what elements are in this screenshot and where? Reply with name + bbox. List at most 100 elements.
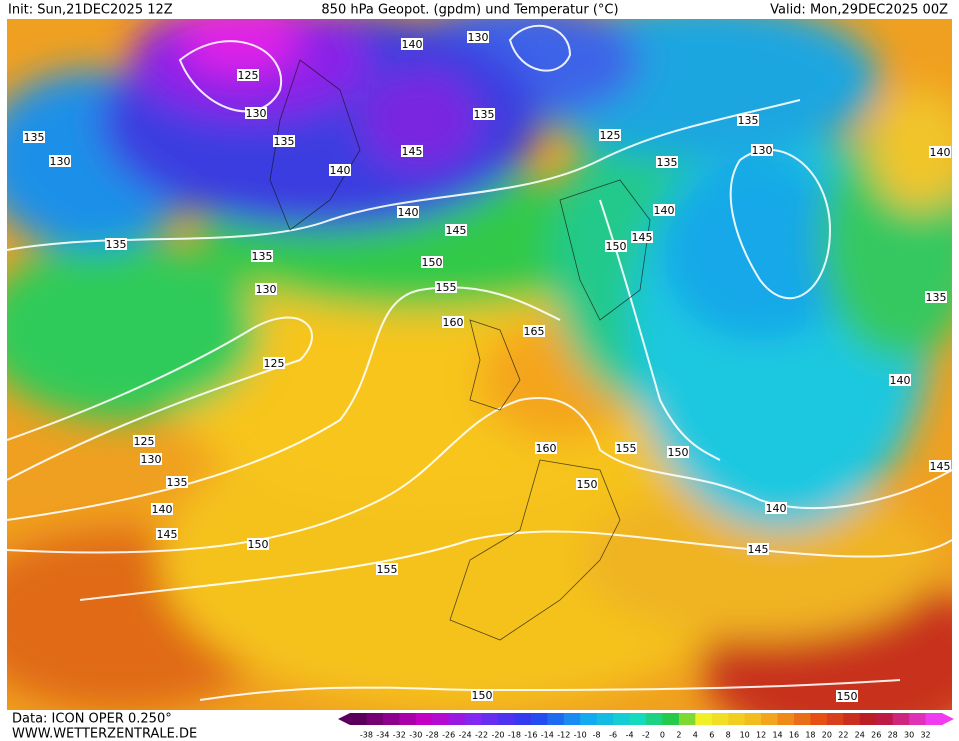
contour-label: 145 [446, 224, 467, 237]
contour-label: 155 [377, 563, 398, 576]
contour-label-box [576, 478, 598, 490]
colorbar-label: -32 [393, 731, 406, 740]
colorbar-label: 24 [855, 731, 865, 740]
contour-label-box [889, 374, 911, 386]
colorbar-swatch [843, 713, 861, 725]
colorbar-swatch [399, 713, 417, 725]
colorbar-label: 20 [822, 731, 832, 740]
contour-label: 125 [264, 357, 285, 370]
colorbar-label: 14 [772, 731, 782, 740]
contour-label: 135 [926, 291, 947, 304]
colorbar-swatch [925, 713, 943, 725]
colorbar-swatch [777, 713, 795, 725]
contour-label: 135 [24, 131, 45, 144]
contour-label-box [245, 107, 267, 119]
contour-label: 140 [402, 38, 423, 51]
contour-label-box [140, 453, 162, 465]
colorbar-label: -20 [491, 731, 504, 740]
contour-label: 150 [472, 689, 493, 702]
colorbar-label: 0 [660, 731, 665, 740]
contour-label-box [737, 114, 759, 126]
contour-label: 130 [468, 31, 489, 44]
contour-label: 150 [577, 478, 598, 491]
contour-label-box [467, 31, 489, 43]
contour-label: 145 [157, 528, 178, 541]
contour-label: 160 [536, 442, 557, 455]
colorbar-swatch [662, 713, 680, 725]
colorbar-swatch [711, 713, 729, 725]
contour-label-box [925, 291, 947, 303]
colorbar-swatch [448, 713, 466, 725]
colorbar-swatch [350, 713, 367, 725]
contour-label: 140 [766, 502, 787, 515]
colorbar-label: -8 [593, 731, 601, 740]
colorbar-label: 28 [888, 731, 898, 740]
data-source: Data: ICON OPER 0.250° [12, 712, 172, 727]
colorbar-arrow [942, 713, 954, 725]
contour-label-box [473, 108, 495, 120]
colorbar-swatch [810, 713, 828, 725]
colorbar-swatch [892, 713, 910, 725]
contour-label: 125 [238, 69, 259, 82]
contour-label: 135 [657, 156, 678, 169]
contour-label-box [237, 69, 259, 81]
colorbar-label: 22 [838, 731, 848, 740]
contour-label-box [751, 144, 773, 156]
site-url: WWW.WETTERZENTRALE.DE [12, 727, 197, 741]
contour-label: 165 [524, 325, 545, 338]
contour-label-box [929, 146, 951, 158]
colorbar-label: 4 [693, 731, 698, 740]
colorbar-swatch [547, 713, 565, 725]
valid-label: Valid: Mon,29DEC2025 00Z [770, 3, 948, 18]
contour-label: 135 [738, 114, 759, 127]
colorbar-swatch [761, 713, 779, 725]
contour-label: 160 [443, 316, 464, 329]
contour-label-box [471, 689, 493, 701]
colorbar-swatch [826, 713, 844, 725]
colorbar-swatch [580, 713, 598, 725]
colorbar-label: -24 [459, 731, 472, 740]
colorbar-label: -2 [642, 731, 650, 740]
colorbar-label: -22 [475, 731, 488, 740]
contour-label: 155 [616, 442, 637, 455]
colorbar-swatch [678, 713, 696, 725]
contour-label: 130 [246, 107, 267, 120]
contour-label-box [523, 325, 545, 337]
colorbar-swatch [498, 713, 515, 725]
contour-label-box [151, 503, 173, 515]
contour-label-box [653, 204, 675, 216]
contour-label-box [255, 283, 277, 295]
contour-label-box [656, 156, 678, 168]
contour-label-box [765, 502, 787, 514]
contour-label: 145 [748, 543, 769, 556]
contour-label: 150 [668, 446, 689, 459]
contour-label-box [329, 164, 351, 176]
colorbar-swatch [646, 713, 663, 725]
contour-label-box [376, 563, 398, 575]
contour-label: 145 [632, 231, 653, 244]
colorbar-swatch [613, 713, 631, 725]
colorbar-swatch [366, 713, 384, 725]
contour-label-box [435, 281, 457, 293]
colorbar-swatch [563, 713, 581, 725]
contour-label: 130 [256, 283, 277, 296]
colorbar-arrow [338, 713, 350, 725]
contour-label: 150 [837, 690, 858, 703]
contour-label: 145 [930, 460, 951, 473]
contour-label-box [156, 528, 178, 540]
colorbar-label: 16 [789, 731, 799, 740]
colorbar-label: 32 [920, 731, 930, 740]
colorbar-swatch [876, 713, 894, 725]
colorbar-swatch [728, 713, 746, 725]
colorbar-label: 6 [709, 731, 714, 740]
contour-label: 145 [402, 145, 423, 158]
colorbar-label: 18 [805, 731, 815, 740]
contour-label: 140 [398, 206, 419, 219]
contour-label: 130 [50, 155, 71, 168]
colorbar-swatch [432, 713, 450, 725]
colorbar-swatch [909, 713, 927, 725]
colorbar-label: -4 [626, 731, 634, 740]
contour-label-box [133, 435, 155, 447]
